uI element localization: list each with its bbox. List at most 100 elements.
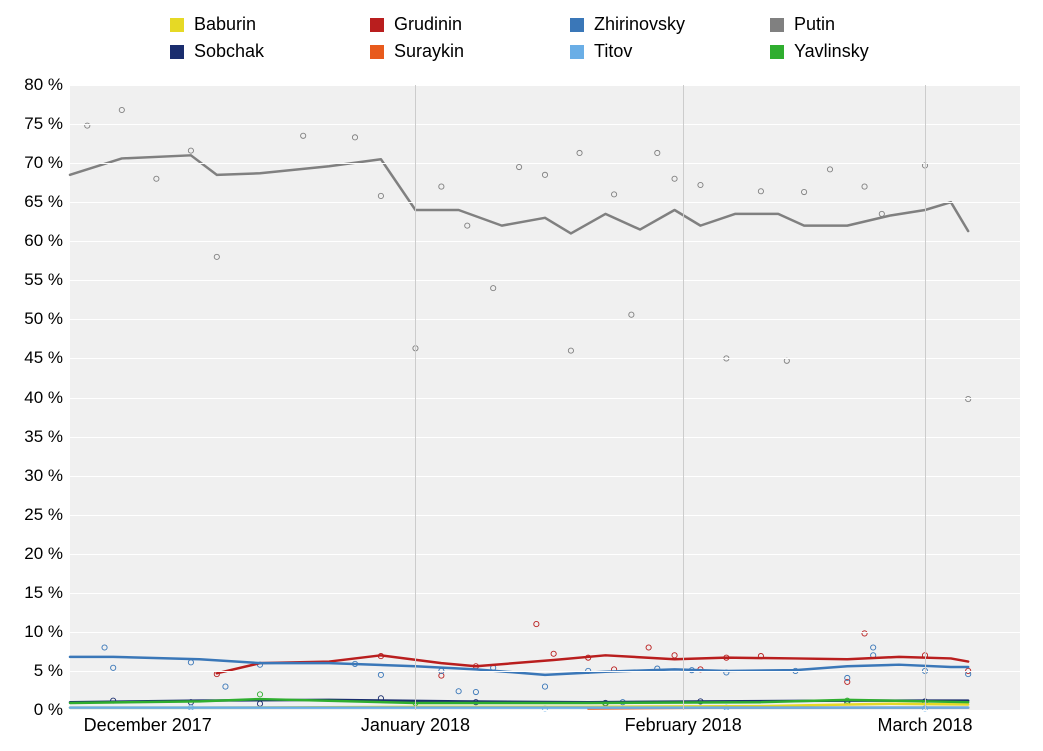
y-axis-label: 50 %: [8, 309, 63, 329]
data-point: [516, 164, 521, 169]
x-axis-label: December 2017: [84, 715, 212, 736]
data-point: [577, 150, 582, 155]
legend-label: Titov: [594, 41, 632, 62]
x-axis-label: February 2018: [625, 715, 742, 736]
data-point: [568, 348, 573, 353]
data-point: [542, 172, 547, 177]
y-axis-label: 70 %: [8, 153, 63, 173]
legend-swatch: [370, 18, 384, 32]
polling-chart: Baburin Grudinin Zhirinovsky Putin Sobch…: [0, 0, 1043, 751]
legend-label: Grudinin: [394, 14, 462, 35]
y-axis-label: 75 %: [8, 114, 63, 134]
gridline: [70, 319, 1020, 320]
data-point: [188, 660, 193, 665]
legend-item: Putin: [770, 14, 970, 35]
gridline: [70, 515, 1020, 516]
x-axis-label: January 2018: [361, 715, 470, 736]
data-point: [154, 176, 159, 181]
series-line: [70, 155, 968, 233]
data-point: [698, 182, 703, 187]
gridline: [925, 85, 926, 710]
data-point: [611, 192, 616, 197]
y-axis-label: 40 %: [8, 388, 63, 408]
y-axis-label: 5 %: [8, 661, 63, 681]
gridline: [70, 437, 1020, 438]
gridline: [70, 632, 1020, 633]
data-point: [378, 672, 383, 677]
legend-swatch: [770, 18, 784, 32]
legend-label: Yavlinsky: [794, 41, 869, 62]
gridline: [70, 280, 1020, 281]
legend-swatch: [570, 18, 584, 32]
data-point: [465, 223, 470, 228]
data-point: [966, 671, 971, 676]
gridline: [70, 241, 1020, 242]
data-point: [542, 684, 547, 689]
data-point: [188, 148, 193, 153]
gridline: [70, 85, 1020, 86]
data-point: [655, 150, 660, 155]
data-point: [845, 675, 850, 680]
data-point: [629, 312, 634, 317]
data-point: [879, 211, 884, 216]
data-point: [827, 167, 832, 172]
data-point: [551, 651, 556, 656]
y-axis-label: 80 %: [8, 75, 63, 95]
data-point: [456, 689, 461, 694]
data-point: [257, 692, 262, 697]
y-axis-label: 25 %: [8, 505, 63, 525]
gridline: [70, 593, 1020, 594]
y-axis-label: 0 %: [8, 700, 63, 720]
gridline: [70, 398, 1020, 399]
data-point: [214, 254, 219, 259]
data-point: [646, 645, 651, 650]
y-axis-label: 55 %: [8, 270, 63, 290]
data-point: [352, 135, 357, 140]
data-point: [491, 286, 496, 291]
gridline: [415, 85, 416, 710]
data-point: [102, 645, 107, 650]
y-axis-label: 45 %: [8, 348, 63, 368]
gridline: [683, 85, 684, 710]
data-point: [223, 684, 228, 689]
legend-item: Yavlinsky: [770, 41, 970, 62]
data-point: [439, 184, 444, 189]
legend-label: Sobchak: [194, 41, 264, 62]
gridline: [70, 710, 1020, 711]
legend-item: Titov: [570, 41, 770, 62]
y-axis-label: 65 %: [8, 192, 63, 212]
x-axis-label: March 2018: [877, 715, 972, 736]
legend-label: Suraykin: [394, 41, 464, 62]
legend-swatch: [170, 45, 184, 59]
gridline: [70, 124, 1020, 125]
legend-label: Zhirinovsky: [594, 14, 685, 35]
data-point: [862, 184, 867, 189]
gridline: [70, 358, 1020, 359]
legend-swatch: [570, 45, 584, 59]
y-axis-label: 35 %: [8, 427, 63, 447]
gridline: [70, 476, 1020, 477]
data-point: [257, 701, 262, 706]
legend-item: Grudinin: [370, 14, 570, 35]
data-point: [801, 189, 806, 194]
data-point: [111, 665, 116, 670]
legend-item: Sobchak: [170, 41, 370, 62]
legend-item: Zhirinovsky: [570, 14, 770, 35]
legend-item: Suraykin: [370, 41, 570, 62]
y-axis-label: 10 %: [8, 622, 63, 642]
data-point: [871, 645, 876, 650]
legend: Baburin Grudinin Zhirinovsky Putin Sobch…: [170, 14, 990, 62]
data-point: [378, 193, 383, 198]
data-point: [473, 689, 478, 694]
y-axis-label: 15 %: [8, 583, 63, 603]
legend-swatch: [170, 18, 184, 32]
data-point: [301, 133, 306, 138]
gridline: [70, 163, 1020, 164]
data-point: [119, 107, 124, 112]
y-axis-label: 20 %: [8, 544, 63, 564]
gridline: [70, 671, 1020, 672]
legend-swatch: [770, 45, 784, 59]
y-axis-label: 60 %: [8, 231, 63, 251]
data-point: [672, 176, 677, 181]
data-point: [672, 653, 677, 658]
